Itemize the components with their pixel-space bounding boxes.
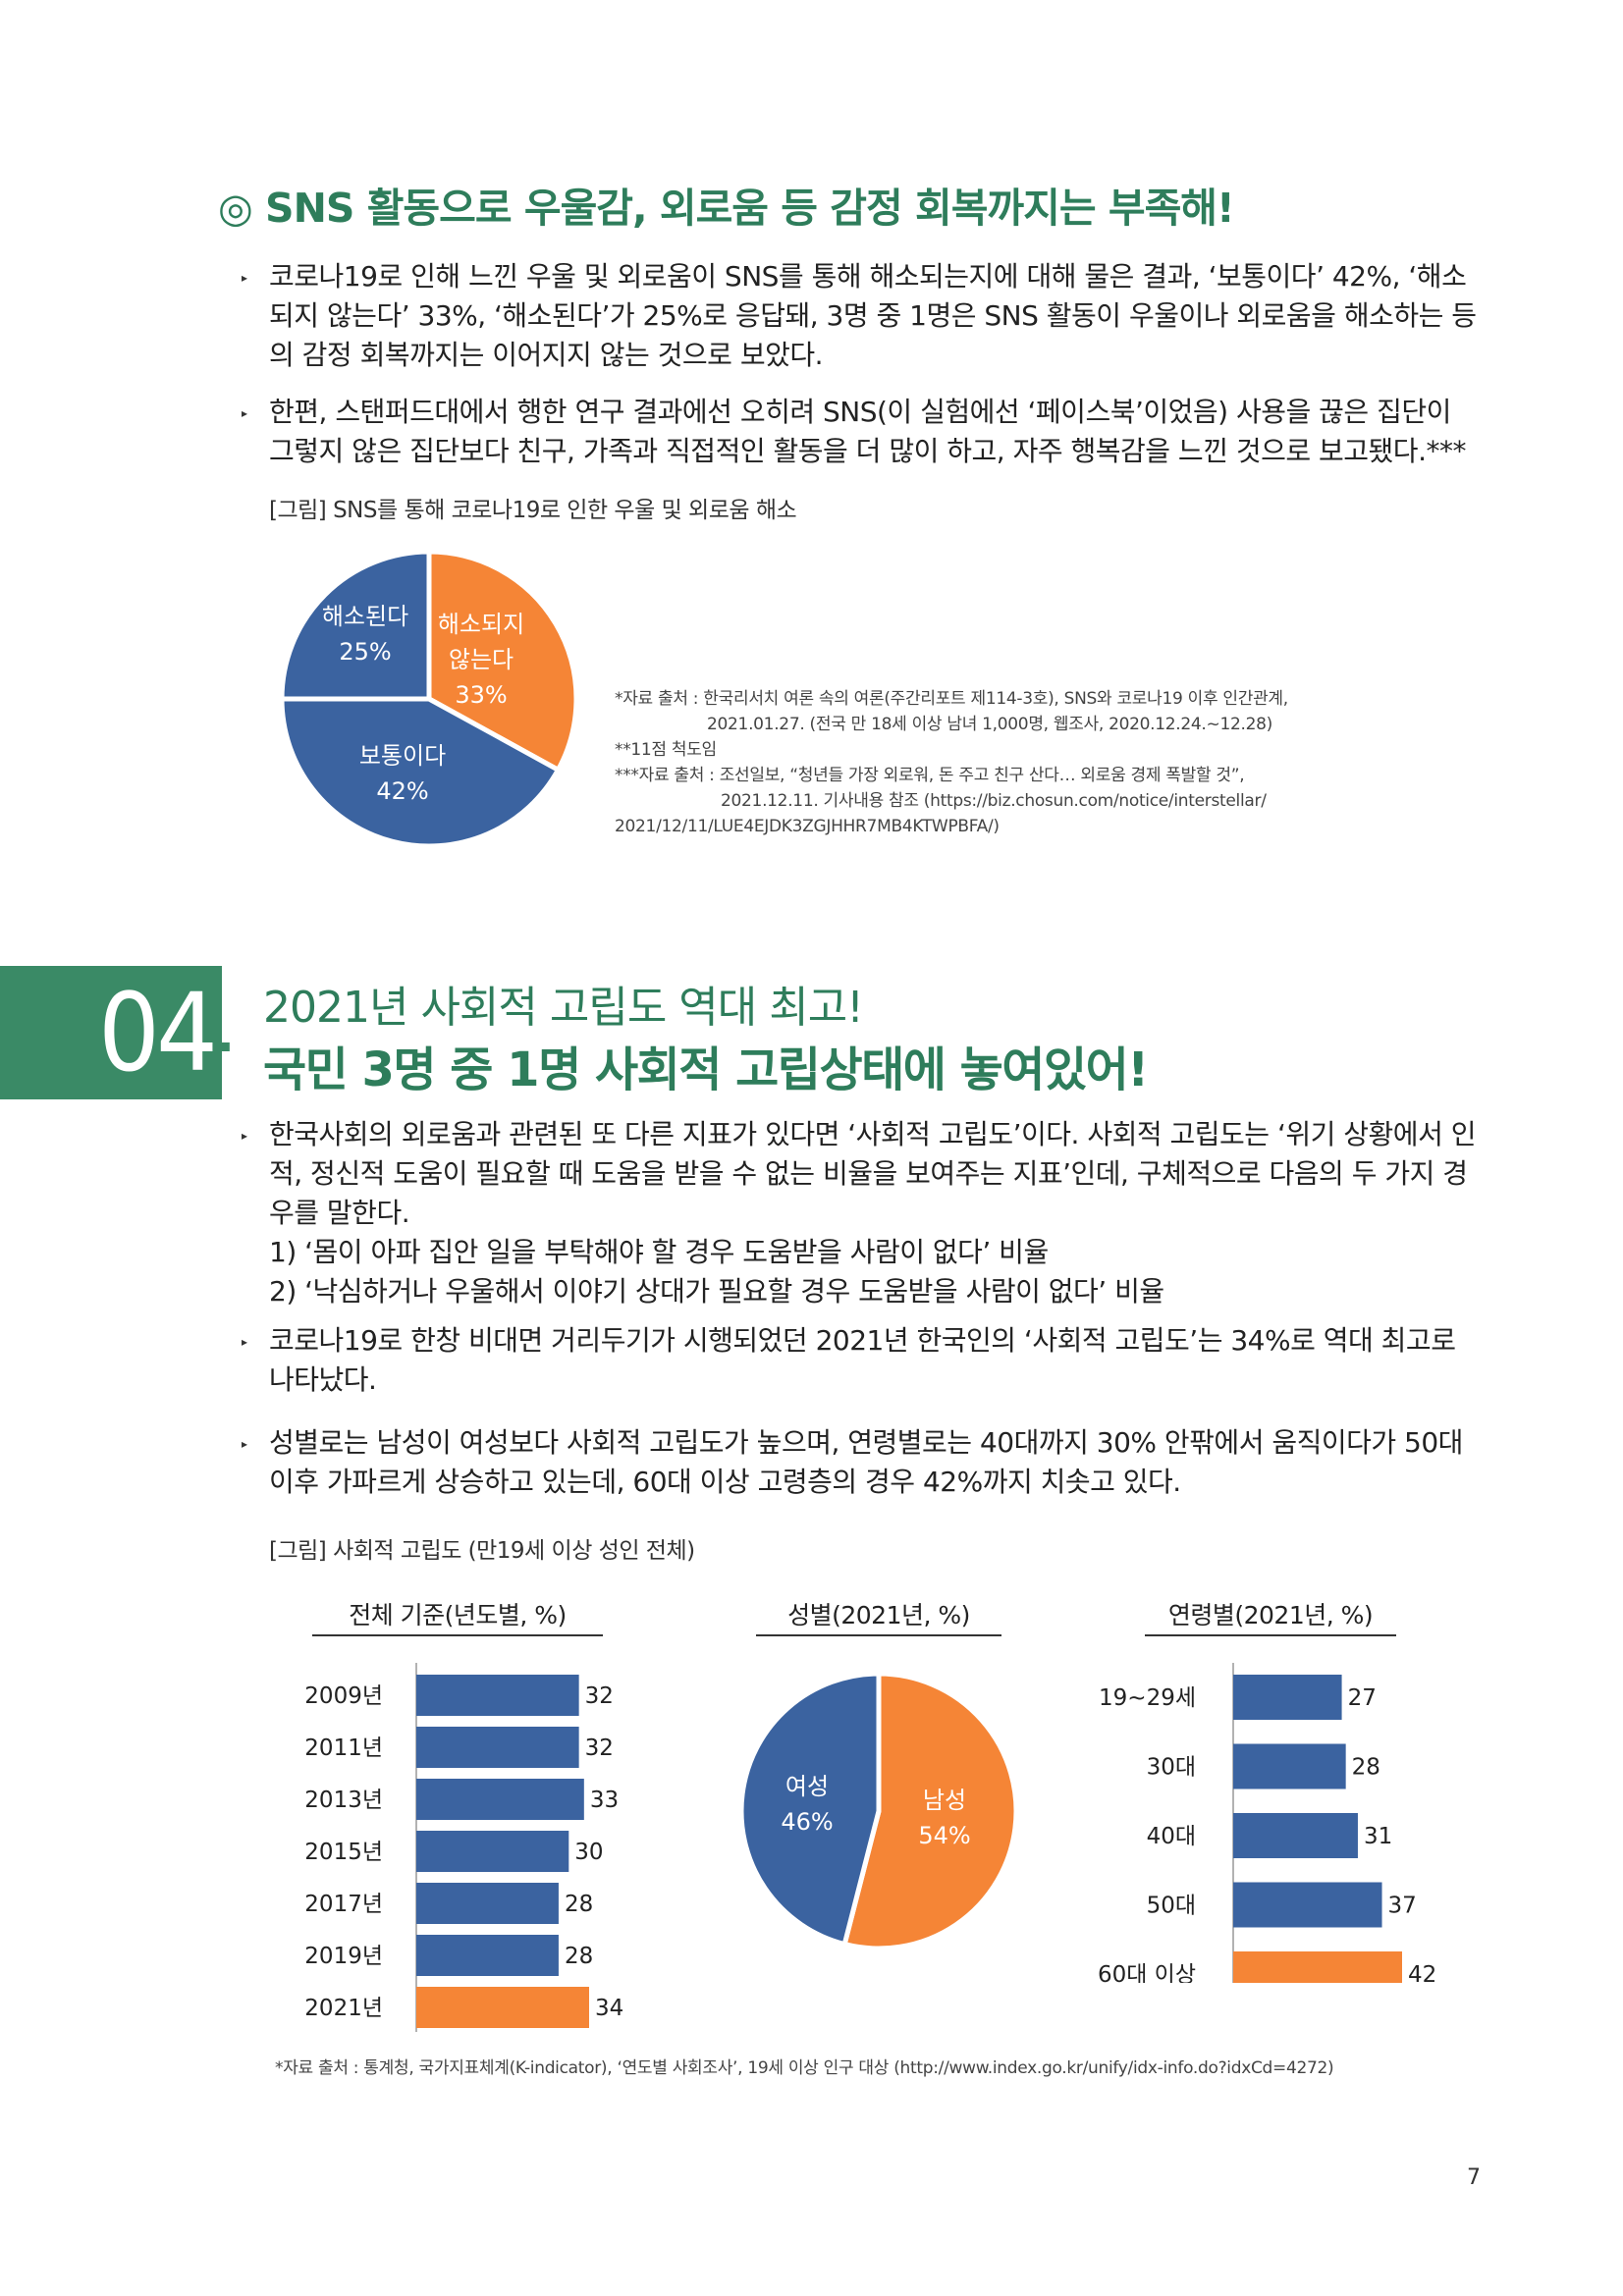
chart-title: 성별(2021년, %) — [787, 1601, 970, 1629]
tick-label: 19~29세 — [1099, 1685, 1196, 1711]
section-number-overflow: 04 — [222, 966, 236, 1099]
figure-caption: [그림] SNS를 통해 코로나19로 인한 우울 및 외로움 해소 — [269, 498, 797, 523]
bullet-marker: ▸ — [242, 1129, 248, 1143]
pie-label: 여성 — [785, 1773, 829, 1800]
chart-title-underline — [312, 1634, 603, 1636]
pie-slice-sns — [279, 696, 562, 849]
data-label: 34 — [595, 1996, 623, 2021]
pie-slice-gender — [738, 1671, 882, 1948]
chart-title: 연령별(2021년, %) — [1167, 1601, 1374, 1629]
bar — [416, 1779, 584, 1820]
chart-title: 전체 기준(년도별, %) — [349, 1601, 567, 1629]
pie-label: 않는다 — [449, 646, 514, 673]
bullet-marker: ▸ — [242, 1335, 248, 1349]
tick-label: 2009년 — [304, 1683, 383, 1709]
pie-label: 남성 — [923, 1787, 966, 1814]
pie-slice-sns — [279, 549, 432, 702]
tick-label: 2019년 — [304, 1944, 383, 1969]
section-title: 국민 3명 중 1명 사회적 고립상태에 놓여있어! — [263, 1042, 1149, 1097]
yearly-bar-chart: 2009년 32 2011년 32 2013년 33 2015년 30 2017년 28 2019년… — [304, 1663, 623, 2032]
figure-caption: [그림] 사회적 고립도 (만19세 이상 성인 전체) — [269, 1538, 695, 1564]
tick-label: 30대 — [1147, 1755, 1196, 1781]
section-subtitle: 2021년 사회적 고립도 역대 최고! — [263, 983, 864, 1033]
bar — [416, 1727, 579, 1768]
pie-label: 25% — [339, 638, 391, 666]
tick-label: 2017년 — [304, 1892, 383, 1917]
list-item: 1) ‘몸이 아파 집안 일을 부탁해야 할 경우 도움받을 사람이 없다’ 비… — [269, 1236, 1049, 1268]
bar — [1233, 1813, 1358, 1858]
bar — [416, 1935, 559, 1976]
data-label: 31 — [1364, 1824, 1392, 1849]
age-bar-chart: 19~29세 27 30대 28 40대 31 50대 37 60대 이상 42 — [1098, 1663, 1436, 1983]
data-label: 32 — [585, 1735, 614, 1761]
paragraph: 한국사회의 외로움과 관련된 또 다른 지표가 있다면 ‘사회적 고립도’이다.… — [269, 1118, 1477, 1229]
pie-label: 보통이다 — [359, 742, 446, 770]
tick-label: 40대 — [1147, 1824, 1196, 1849]
page-number: 7 — [1467, 2165, 1481, 2190]
bar — [416, 1883, 559, 1924]
source-note: 2021/12/11/LUE4EJDK3ZGJHHR7MB4KTWPBFA/) — [615, 817, 1000, 836]
pie-label: 해소되지 — [438, 611, 524, 638]
list-item: 2) ‘낙심하거나 우울해서 이야기 상대가 필요할 경우 도움받을 사람이 없… — [269, 1275, 1164, 1308]
bullet-marker: ▸ — [242, 406, 248, 420]
bar — [416, 1831, 569, 1872]
pie-slice-gender — [841, 1671, 1019, 1951]
data-label: 28 — [565, 1892, 593, 1917]
section-title: ◎ SNS 활동으로 우울감, 외로움 등 감정 회복까지는 부족해! — [218, 185, 1235, 232]
data-label: 28 — [1352, 1755, 1380, 1781]
bar — [1233, 1882, 1382, 1928]
paragraph: 코로나19로 한창 비대면 거리두기가 시행되었던 2021년 한국인의 ‘사회… — [269, 1324, 1456, 1396]
pie-label: 46% — [781, 1808, 833, 1836]
tick-label: 50대 — [1147, 1894, 1196, 1919]
source-note: ***자료 출처 : 조선일보, “청년들 가장 외로워, 돈 주고 친구 산다… — [615, 766, 1245, 785]
chart-title-underline — [756, 1634, 1001, 1636]
bullet-marker: ▸ — [242, 1437, 248, 1451]
bar — [1233, 1951, 1402, 1983]
data-label: 42 — [1408, 1962, 1436, 1983]
data-label: 30 — [574, 1840, 603, 1865]
bar — [416, 1987, 589, 2028]
data-label: 32 — [585, 1683, 614, 1709]
data-label: 28 — [565, 1944, 593, 1969]
source-note: *자료 출처 : 통계청, 국가지표체계(K-indicator), ‘연도별 … — [275, 2058, 1334, 2078]
source-note: 2021.01.27. (전국 만 18세 이상 남녀 1,000명, 웹조사,… — [707, 715, 1272, 734]
tick-label: 2013년 — [304, 1788, 383, 1813]
pie-label: 33% — [455, 681, 507, 709]
bullet-marker: ▸ — [242, 271, 248, 285]
bar — [1233, 1743, 1346, 1789]
bar — [416, 1675, 579, 1716]
paragraph: 한편, 스탠퍼드대에서 행한 연구 결과에선 오히려 SNS(이 실험에선 ‘페… — [269, 396, 1466, 467]
pie-slice-sns — [426, 549, 579, 774]
section-number: 04 — [98, 970, 218, 1095]
tick-label: 60대 이상 — [1098, 1962, 1196, 1983]
source-note: **11점 척도임 — [615, 740, 717, 760]
source-note: 2021.12.11. 기사내용 참조 (https://biz.chosun.… — [721, 791, 1267, 811]
tick-label: 2011년 — [304, 1735, 383, 1761]
data-label: 37 — [1388, 1894, 1417, 1919]
pie-label: 42% — [376, 777, 428, 805]
paragraph: 코로나19로 인해 느낀 우울 및 외로움이 SNS를 통해 해소되는지에 대해… — [269, 260, 1477, 371]
section-number-band — [0, 966, 222, 1099]
chart-title-underline — [1145, 1634, 1396, 1636]
source-note: *자료 출처 : 한국리서치 여론 속의 여론(주간리포트 제114-3호), … — [615, 689, 1288, 709]
data-label: 27 — [1348, 1685, 1377, 1711]
gender-pie-chart: 남성 54% 여성 46% — [738, 1671, 1019, 1951]
tick-label: 2021년 — [304, 1996, 383, 2021]
pie-label: 54% — [918, 1822, 970, 1849]
pie-label: 해소된다 — [322, 603, 408, 630]
tick-label: 2015년 — [304, 1840, 383, 1865]
data-label: 33 — [590, 1788, 619, 1813]
paragraph: 성별로는 남성이 여성보다 사회적 고립도가 높으며, 연령별로는 40대까지 … — [269, 1426, 1463, 1498]
bar — [1233, 1675, 1342, 1720]
